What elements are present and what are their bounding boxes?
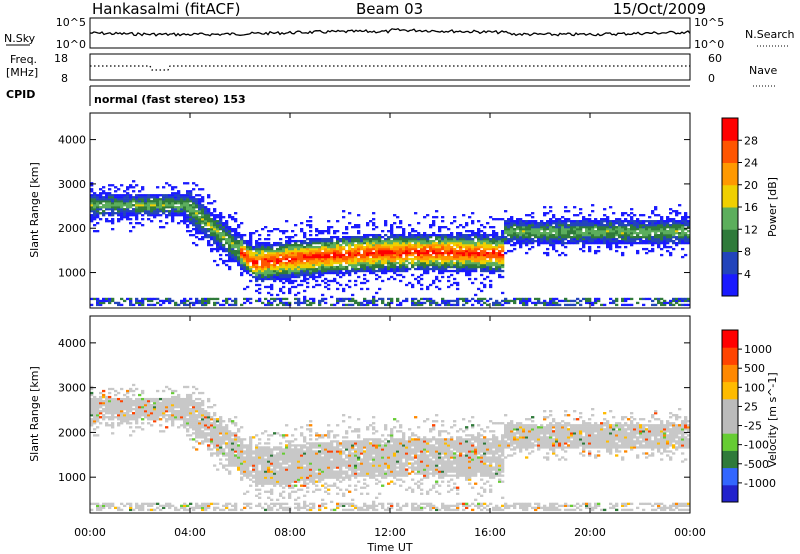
velocity-ytick-label: 2000 [58,426,86,439]
date-title: 15/Oct/2009 [613,0,706,18]
power-ytick-label: 2000 [58,222,86,235]
velocity-ytick-label: 4000 [58,337,86,350]
time-tick-label: 20:00 [574,526,606,539]
nsky-label: N.Sky [4,32,36,45]
freq-tick-top: 18 [54,52,68,65]
velocity-panel: 1000 2000 3000 4000 Slant Range [km] [28,315,691,514]
time-tick-label: 00:00 [674,526,706,539]
power-colorbar-tick: 20 [744,179,758,192]
nsearch-tick-bottom: 10^0 [694,38,724,51]
nsky-tick-top: 10^5 [56,16,86,29]
power-colorbar-tick: 28 [744,134,758,147]
velocity-colorbar-tick: -1000 [744,477,776,490]
time-tick-label: 12:00 [374,526,406,539]
velocity-ylabel: Slant Range [km] [28,366,41,462]
velocity-colorbar-tick: 100 [744,381,765,394]
freq-trace [90,65,690,71]
time-axis: 00:00 04:00 08:00 12:00 16:00 20:00 00:00 [74,113,706,539]
velocity-colorbar-label: Velocity [m s^-1] [766,372,779,467]
time-tick-label: 08:00 [274,526,306,539]
power-ytick-label: 4000 [58,134,86,147]
power-colorbar: 4 8 12 16 20 24 28 Power [dB] [721,117,779,297]
power-colorbar-tick: 16 [744,201,758,214]
nave-tick-top: 60 [708,52,722,65]
velocity-colorbar-tick: 1000 [744,343,772,356]
nsearch-tick-top: 10^5 [694,16,724,29]
nave-label: Nave [749,64,777,77]
station-title: Hankasalmi (fitACF) [92,0,240,18]
cpid-text: normal (fast stereo) 153 [94,93,246,106]
noise-panel: N.Sky 10^5 10^0 10^5 10^0 N.Search [4,16,795,51]
nsearch-label: N.Search [745,28,795,41]
power-ytick-label: 1000 [58,267,86,280]
noise-trace [89,27,691,37]
power-data [90,180,691,307]
power-panel: 1000 2000 3000 4000 Slant Range [km] [28,112,691,309]
time-axis-label: Time UT [366,541,412,554]
nave-tick-bottom: 0 [708,72,715,85]
velocity-colorbar-tick: -500 [744,458,769,471]
nsky-tick-bottom: 10^0 [56,38,86,51]
velocity-colorbar-tick: -25 [744,420,762,433]
power-colorbar-tick: 4 [744,268,751,281]
power-colorbar-tick: 24 [744,157,758,170]
power-colorbar-tick: 12 [744,223,758,236]
time-tick-label: 04:00 [174,526,206,539]
freq-unit-label: [MHz] [6,66,38,79]
velocity-colorbar-tick: -100 [744,439,769,452]
power-colorbar-label: Power [dB] [766,177,779,237]
power-ylabel: Slant Range [km] [28,162,41,258]
time-tick-label: 00:00 [74,526,106,539]
time-tick-label: 16:00 [474,526,506,539]
freq-panel: Freq. [MHz] 18 8 60 0 Nave [6,52,777,87]
cpid-label: CPID [6,88,35,101]
cpid-panel: CPID normal (fast stereo) 153 [6,85,690,106]
velocity-colorbar: 1000 500 100 25 -25 -100 -500 -1000 Velocity [m… [721,329,779,503]
velocity-ytick-label: 1000 [58,471,86,484]
freq-tick-bottom: 8 [61,72,68,85]
freq-label: Freq. [10,53,37,66]
power-colorbar-tick: 8 [744,246,751,259]
velocity-ytick-label: 3000 [58,382,86,395]
velocity-colorbar-tick: 500 [744,362,765,375]
velocity-colorbar-tick: 25 [744,400,758,413]
power-ytick-label: 3000 [58,178,86,191]
beam-title: Beam 03 [356,0,423,18]
velocity-data [90,383,691,512]
